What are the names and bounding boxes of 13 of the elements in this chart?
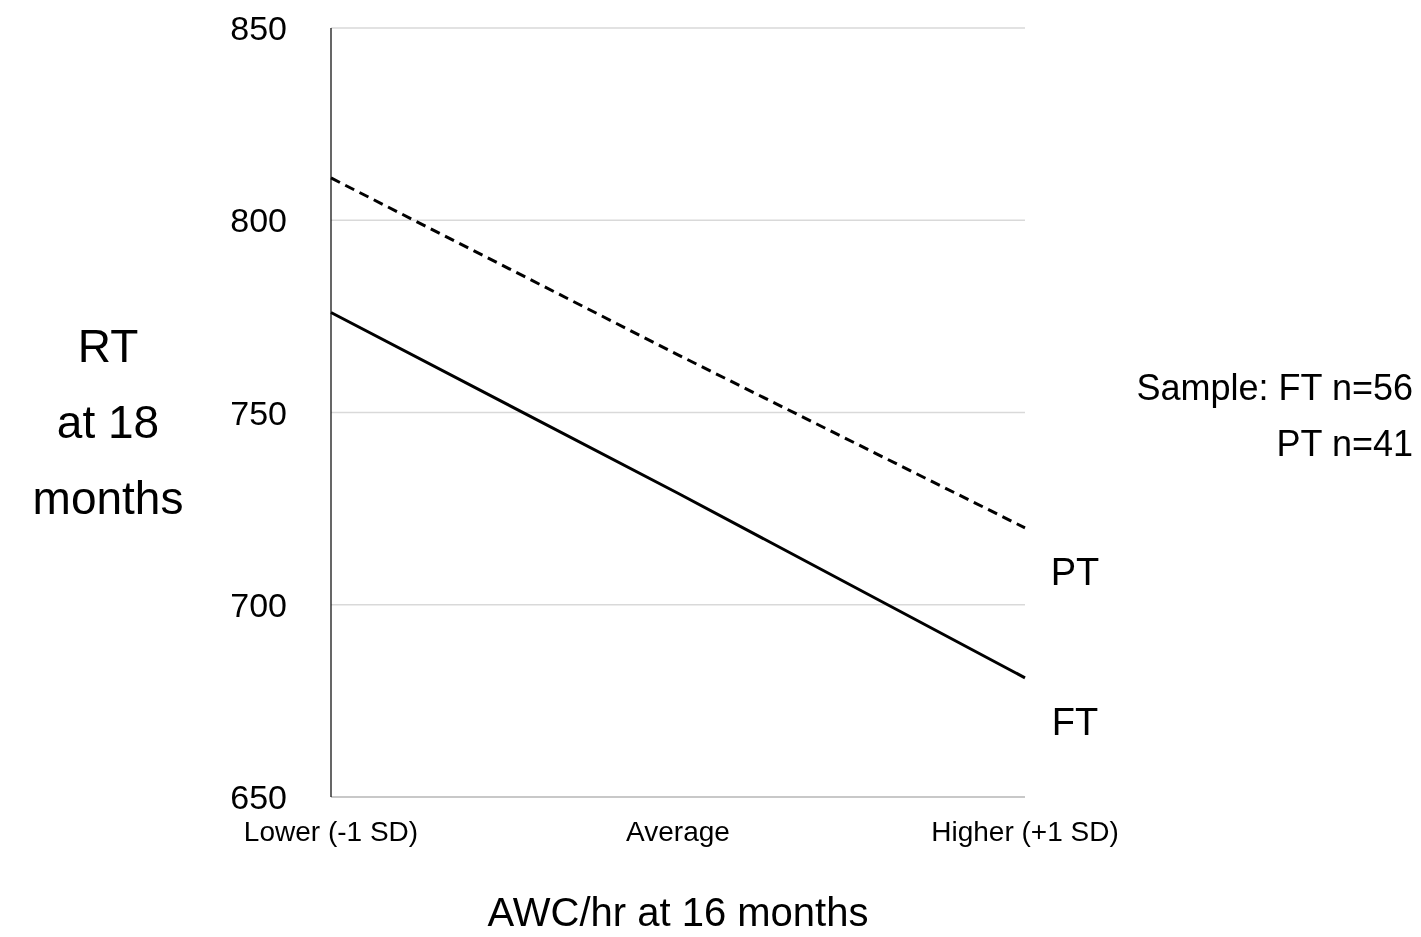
y-tick-label: 650 bbox=[230, 778, 287, 817]
y-tick-label: 750 bbox=[230, 393, 287, 432]
x-axis-title: AWC/hr at 16 months bbox=[486, 889, 870, 936]
y-axis-title: RT at 18 months bbox=[31, 319, 185, 526]
series-label: FT bbox=[1051, 700, 1099, 743]
y-tick-label: 700 bbox=[230, 585, 287, 624]
x-tick-label: Higher (+1 SD) bbox=[931, 815, 1119, 847]
text: Sample: FT n=56 PT n=41 bbox=[1136, 366, 1413, 466]
x-tick-label: Average bbox=[626, 815, 730, 847]
y-tick-label: 800 bbox=[230, 201, 287, 240]
y-tick-label: 850 bbox=[230, 9, 287, 48]
series-label: PT bbox=[1050, 550, 1100, 593]
x-tick-label: Lower (-1 SD) bbox=[243, 815, 419, 847]
